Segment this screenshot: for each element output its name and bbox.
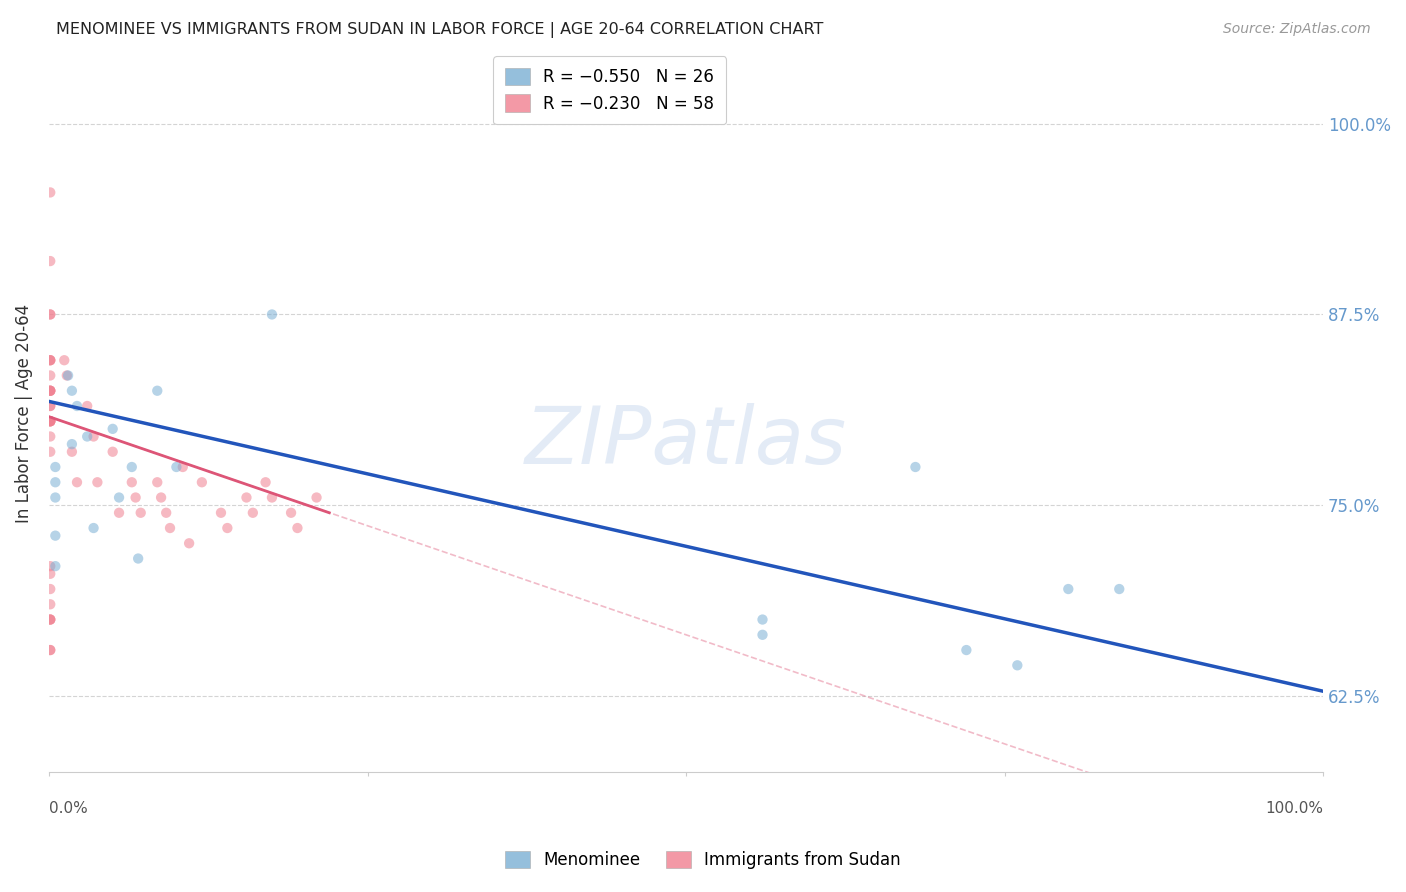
Point: [39, 414, 62, 428]
Point: [39, 254, 62, 268]
Point: [254, 475, 277, 490]
Point: [39, 384, 62, 398]
Point: [39, 353, 62, 368]
Point: [146, 475, 169, 490]
Point: [39, 384, 62, 398]
Point: [242, 506, 264, 520]
Point: [39, 353, 62, 368]
Point: [1057, 582, 1080, 596]
Point: [191, 475, 214, 490]
Point: [39, 414, 62, 428]
Point: [165, 460, 187, 475]
Point: [39, 414, 62, 428]
Legend: Menominee, Immigrants from Sudan: Menominee, Immigrants from Sudan: [495, 841, 911, 880]
Point: [39, 429, 62, 443]
Point: [66, 475, 89, 490]
Point: [60, 444, 83, 458]
Point: [124, 491, 146, 505]
Text: ZIPatlas: ZIPatlas: [524, 403, 848, 482]
Point: [101, 444, 124, 458]
Point: [39, 353, 62, 368]
Point: [44, 475, 66, 490]
Point: [60, 384, 83, 398]
Point: [39, 308, 62, 322]
Point: [39, 399, 62, 413]
Point: [121, 460, 143, 475]
Text: Source: ZipAtlas.com: Source: ZipAtlas.com: [1223, 22, 1371, 37]
Point: [53, 353, 76, 368]
Point: [39, 308, 62, 322]
Text: 100.0%: 100.0%: [1265, 801, 1323, 816]
Point: [101, 422, 124, 436]
Point: [1057, 780, 1080, 795]
Point: [129, 506, 152, 520]
Point: [39, 643, 62, 657]
Point: [217, 521, 239, 535]
Point: [108, 491, 131, 505]
Point: [155, 506, 177, 520]
Point: [127, 551, 149, 566]
Point: [56, 368, 79, 383]
Point: [146, 384, 169, 398]
Point: [260, 308, 283, 322]
Point: [39, 613, 62, 627]
Point: [39, 186, 62, 200]
Point: [235, 491, 257, 505]
Text: 0.0%: 0.0%: [49, 801, 87, 816]
Point: [39, 444, 62, 458]
Point: [39, 613, 62, 627]
Point: [159, 521, 181, 535]
Point: [751, 628, 773, 642]
Point: [83, 429, 105, 443]
Legend: R = −0.550   N = 26, R = −0.230   N = 58: R = −0.550 N = 26, R = −0.230 N = 58: [494, 56, 725, 124]
Point: [150, 491, 173, 505]
Point: [1108, 582, 1130, 596]
Point: [56, 368, 79, 383]
Point: [287, 521, 309, 535]
Point: [39, 643, 62, 657]
Point: [39, 597, 62, 611]
Point: [39, 613, 62, 627]
Point: [44, 529, 66, 543]
Point: [39, 559, 62, 574]
Point: [60, 437, 83, 451]
Point: [39, 368, 62, 383]
Point: [955, 643, 977, 657]
Point: [108, 506, 131, 520]
Point: [44, 460, 66, 475]
Point: [76, 429, 98, 443]
Point: [280, 506, 302, 520]
Point: [39, 566, 62, 581]
Y-axis label: In Labor Force | Age 20-64: In Labor Force | Age 20-64: [15, 304, 32, 524]
Point: [44, 491, 66, 505]
Point: [179, 536, 201, 550]
Point: [121, 475, 143, 490]
Point: [39, 384, 62, 398]
Point: [86, 475, 108, 490]
Point: [209, 506, 232, 520]
Point: [904, 460, 927, 475]
Point: [260, 491, 283, 505]
Point: [66, 399, 89, 413]
Point: [39, 414, 62, 428]
Point: [172, 460, 194, 475]
Point: [83, 521, 105, 535]
Point: [44, 559, 66, 574]
Point: [39, 414, 62, 428]
Point: [751, 613, 773, 627]
Point: [39, 384, 62, 398]
Point: [76, 399, 98, 413]
Point: [39, 399, 62, 413]
Point: [39, 582, 62, 596]
Point: [1007, 658, 1029, 673]
Point: [305, 491, 328, 505]
Text: MENOMINEE VS IMMIGRANTS FROM SUDAN IN LABOR FORCE | AGE 20-64 CORRELATION CHART: MENOMINEE VS IMMIGRANTS FROM SUDAN IN LA…: [56, 22, 824, 38]
